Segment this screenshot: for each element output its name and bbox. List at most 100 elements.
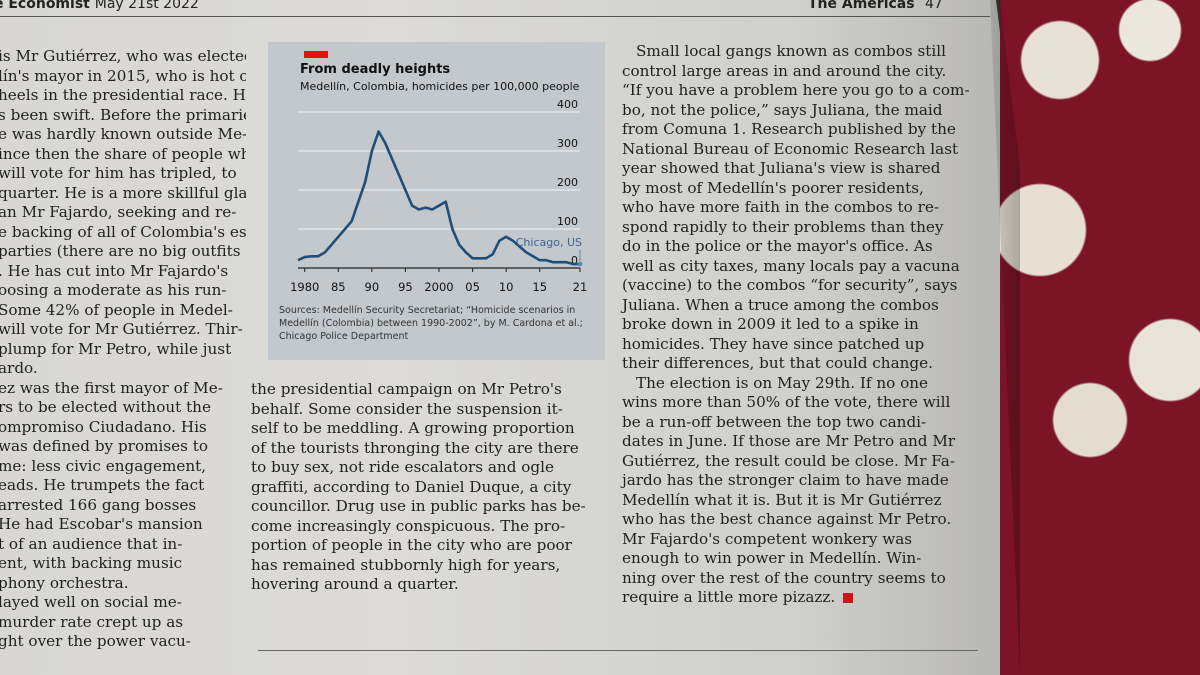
- text-line: ompromiso Ciudadano. His: [0, 417, 207, 436]
- series-point-chicago: [577, 261, 583, 267]
- y-tick-label: 400: [557, 98, 578, 111]
- text-line: t of an audience that in-: [0, 534, 183, 553]
- text-line: quarter. He is a more skillful glad-: [0, 183, 246, 202]
- text-line: s been swift. Before the primaries: [0, 105, 246, 124]
- end-mark-icon: [843, 593, 854, 603]
- newspaper-page: e Economist May 21st 2022 The Americas 4…: [0, 0, 1000, 675]
- text-line: do in the police or the mayor's office. …: [622, 237, 933, 255]
- text-line: “If you have a problem here you go to a …: [622, 81, 970, 99]
- text-line: bo, not the police,” says Juliana, the m…: [622, 100, 943, 119]
- chart-source-line: Sources: Medellín Security Secretariat; …: [279, 305, 576, 316]
- text-line: oosing a moderate as his run-: [0, 281, 227, 299]
- x-tick-label: 95: [398, 280, 413, 294]
- issue-date: May 21st 2022: [94, 0, 199, 12]
- text-line: be a run-off between the top two candi-: [622, 412, 927, 431]
- y-tick-label: 0: [571, 254, 578, 267]
- text-line: Small local gangs known as combos still: [636, 42, 946, 60]
- text-line: is Mr Gutiérrez, who was elected as: [0, 47, 246, 65]
- text-line: by most of Medellín's poorer residents,: [622, 178, 924, 197]
- text-line: plump for Mr Petro, while just: [0, 339, 232, 358]
- chart-subtitle: Medellín, Colombia, homicides per 100,00…: [300, 80, 580, 93]
- text-line: e was hardly known outside Me-: [0, 125, 246, 143]
- chart-source-line: Chicago Police Department: [279, 331, 409, 342]
- text-line: require a little more pizazz.: [622, 588, 977, 608]
- text-line: e backing of all of Colombia's es-: [0, 222, 246, 241]
- page-number: 47: [925, 0, 943, 12]
- text-line: ez was the first mayor of Me-: [0, 378, 223, 397]
- y-tick-label: 300: [557, 137, 578, 150]
- bottom-rule: [258, 650, 978, 651]
- publication-name: e Economist May 21st 2022: [0, 0, 199, 16]
- text-line: control large areas in and around the ci…: [622, 61, 947, 80]
- x-tick-label: 1980: [290, 280, 319, 294]
- text-line: rs to be elected without the: [0, 398, 211, 416]
- text-line: an Mr Fajardo, seeking and re-: [0, 203, 237, 221]
- text-line: layed well on social me-: [0, 593, 182, 611]
- text-line: well as city taxes, many locals pay a va…: [622, 256, 960, 275]
- text-line: eads. He trumpets the fact: [0, 476, 205, 494]
- chart: From deadly heights Medellín, Colombia, …: [268, 42, 605, 360]
- text-line: dates in June. If those are Mr Petro and…: [622, 432, 956, 450]
- text-line: has remained stubbornly high for years,: [251, 555, 561, 574]
- text-line: ning over the rest of the country seems …: [622, 568, 946, 587]
- chart-source: Sources: Medellín Security Secretariat; …: [279, 304, 599, 343]
- text-line: (vaccine) to the combos “for security”, …: [622, 276, 958, 294]
- text-line: graffiti, according to Daniel Duque, a c…: [251, 477, 572, 496]
- chart-source-line: Medellín (Colombia) between 1990-2002”, …: [279, 318, 583, 329]
- text-line: councillor. Drug use in public parks has…: [251, 497, 586, 515]
- x-tick-label: 21: [573, 280, 588, 294]
- text-line: heels in the presidential race. His: [0, 86, 246, 104]
- text-line: ardo.: [0, 359, 38, 377]
- chart-title: From deadly heights: [300, 62, 451, 77]
- text-line: National Bureau of Economic Research las…: [622, 139, 959, 158]
- x-tick-label: 2000: [424, 280, 453, 294]
- text-line: Some 42% of people in Medel-: [0, 300, 233, 319]
- text-line: will vote for Mr Gutiérrez. Thir-: [0, 320, 243, 338]
- text-line: from Comuna 1. Research published by the: [622, 120, 956, 138]
- text-line: ent, with backing music: [0, 554, 183, 572]
- text-line: to buy sex, not ride escalators and ogle: [251, 458, 554, 476]
- text-line: The election is on May 29th. If no one: [636, 373, 929, 392]
- text-line: was defined by promises to: [0, 437, 208, 455]
- text-line: behalf. Some consider the suspension it-: [251, 399, 563, 418]
- text-line: come increasingly conspicuous. The pro-: [251, 516, 566, 535]
- text-line: who have more faith in the combos to re-: [622, 198, 940, 216]
- text-line: their differences, but that could change…: [622, 354, 933, 372]
- text-line: wins more than 50% of the vote, there wi…: [622, 393, 951, 411]
- text-line: Medellín what it is. But it is Mr Gutiér…: [622, 490, 942, 509]
- series-line-medellin: [297, 130, 580, 266]
- y-tick-label: 200: [557, 176, 578, 189]
- text-line: . He has cut into Mr Fajardo's: [0, 261, 229, 280]
- text-line: Juliana. When a truce among the combos: [622, 295, 939, 314]
- x-tick-label: 10: [499, 280, 514, 294]
- text-line: me: less civic engagement,: [0, 456, 207, 475]
- background-cloth: [1000, 0, 1200, 675]
- text-line: broke down in 2009 it led to a spike in: [622, 315, 919, 333]
- text-line: ince then the share of people who: [0, 144, 246, 163]
- text-line: He had Escobar's mansion: [0, 515, 203, 533]
- text-line: ght over the power vacu-: [0, 632, 191, 650]
- text-line: spond rapidly to their problems than the…: [622, 217, 944, 236]
- x-tick-label: 15: [532, 280, 547, 294]
- header-rule: [0, 16, 990, 17]
- y-tick-label: 100: [557, 215, 578, 228]
- text-line: enough to win power in Medellín. Win-: [622, 549, 922, 567]
- text-line: parties (there are no big outfits: [0, 242, 241, 260]
- text-line: arrested 166 gang bosses: [0, 495, 197, 514]
- article-column-middle: the presidential campaign on Mr Petro's b…: [251, 380, 606, 595]
- text-line: jardo has the stronger claim to have mad…: [622, 471, 949, 489]
- text-line: phony orchestra.: [0, 573, 129, 592]
- text-line: who has the best chance against Mr Petro…: [622, 510, 952, 528]
- text-line: portion of people in the city who are po…: [251, 536, 572, 554]
- text-line: homicides. They have since patched up: [622, 334, 925, 353]
- text-line: Mr Fajardo's competent wonkery was: [622, 529, 913, 548]
- chart-red-tag: [304, 51, 328, 58]
- x-tick-label: 05: [465, 280, 480, 294]
- chart-plot: 0 100 200 300 400 1980 85 90 95 2000 05 10 15 21 Chica…: [290, 98, 588, 294]
- text-line: Gutiérrez, the result could be close. Mr…: [622, 451, 955, 470]
- x-tick-label: 90: [365, 280, 380, 294]
- text-line: of the tourists thronging the city are t…: [251, 438, 579, 457]
- series-label-chicago: Chicago, US: [516, 236, 582, 249]
- text-line: will vote for him has tripled, to: [0, 164, 237, 182]
- text-line: murder rate crept up as: [0, 612, 184, 631]
